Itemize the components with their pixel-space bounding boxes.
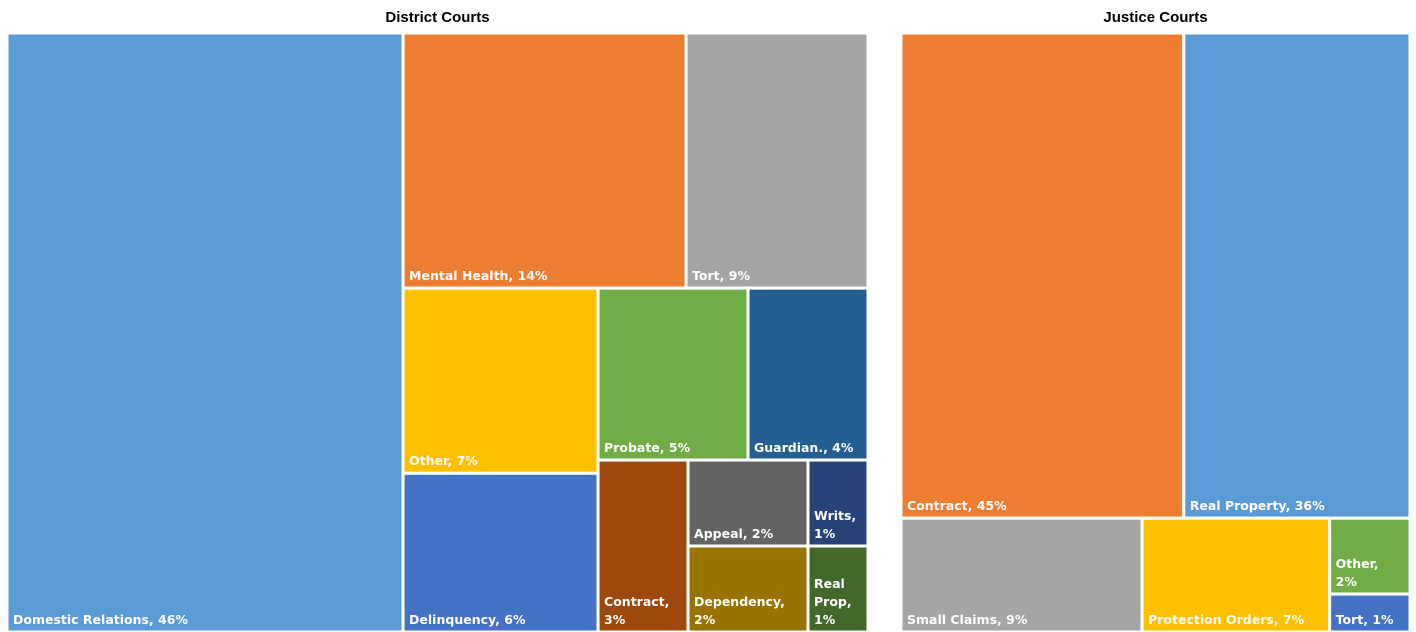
tile-label: Probate, 5%	[604, 440, 691, 456]
tile	[746, 286, 870, 462]
tile-label-box: Other, 7%	[409, 453, 478, 469]
tile-label-box: Small Claims, 9%	[907, 611, 1028, 627]
tile-label: Dependency, 2%	[694, 593, 785, 627]
tile-label: Contract, 45%	[907, 498, 1007, 514]
tile-label-box: Protection Orders, 7%	[1148, 611, 1305, 627]
tile-label-box: Tort, 1%	[1335, 611, 1394, 627]
tile-label: Tort, 9%	[692, 268, 750, 284]
tile-label: Small Claims, 9%	[907, 611, 1028, 627]
tile-label: Other, 2%	[1335, 556, 1379, 590]
tile-label: Contract, 3%	[604, 593, 670, 627]
tile-label-box: Other, 2%	[1335, 556, 1379, 590]
tile	[5, 31, 405, 632]
tile-label: Protection Orders, 7%	[1148, 611, 1305, 627]
tile	[1328, 516, 1412, 596]
tile	[1140, 516, 1332, 632]
tile-label-box: Real Prop, 1%	[814, 575, 852, 627]
tile	[401, 31, 688, 290]
tile-label-box: Guardian., 4%	[754, 440, 854, 456]
tile	[686, 458, 810, 548]
tile	[899, 31, 1186, 520]
tile-label-box: Appeal, 2%	[694, 526, 774, 542]
tile-label: Real Prop, 1%	[814, 575, 852, 627]
tile-label-box: Dependency, 2%	[694, 593, 785, 627]
tile-label: Domestic Relations, 46%	[13, 612, 188, 627]
tile-label-box: Probate, 5%	[604, 440, 691, 456]
tile-label: Guardian., 4%	[754, 440, 854, 456]
tile	[806, 544, 870, 632]
tile-label-box: Writs, 1%	[814, 508, 857, 542]
tile-label-box: Mental Health, 14%	[409, 268, 548, 284]
tile	[596, 286, 750, 462]
tile	[1328, 592, 1412, 632]
tile-label: Delinquency, 6%	[409, 611, 526, 627]
tile-label-box: Domestic Relations, 46%	[13, 612, 188, 627]
tile	[1182, 31, 1412, 520]
tile-label-box: Contract, 45%	[907, 498, 1007, 514]
tile	[401, 286, 600, 475]
tile-label: Writs, 1%	[814, 508, 857, 542]
chart-title: District Courts	[385, 9, 489, 26]
tile	[899, 516, 1144, 632]
tile-label-box: Delinquency, 6%	[409, 611, 526, 627]
chart-title: Justice Courts	[1103, 9, 1207, 26]
tile-label: Tort, 1%	[1335, 611, 1394, 627]
tile-label: Mental Health, 14%	[409, 268, 548, 284]
tile-label-box: Contract, 3%	[604, 593, 670, 627]
tile-label-box: Real Property, 36%	[1189, 498, 1325, 514]
tile-label-box: Tort, 9%	[692, 268, 750, 284]
tile	[686, 544, 810, 632]
tile	[401, 471, 600, 632]
tile-label: Appeal, 2%	[694, 526, 774, 542]
tile-label: Real Property, 36%	[1189, 498, 1325, 514]
tile-label: Other, 7%	[409, 453, 478, 469]
